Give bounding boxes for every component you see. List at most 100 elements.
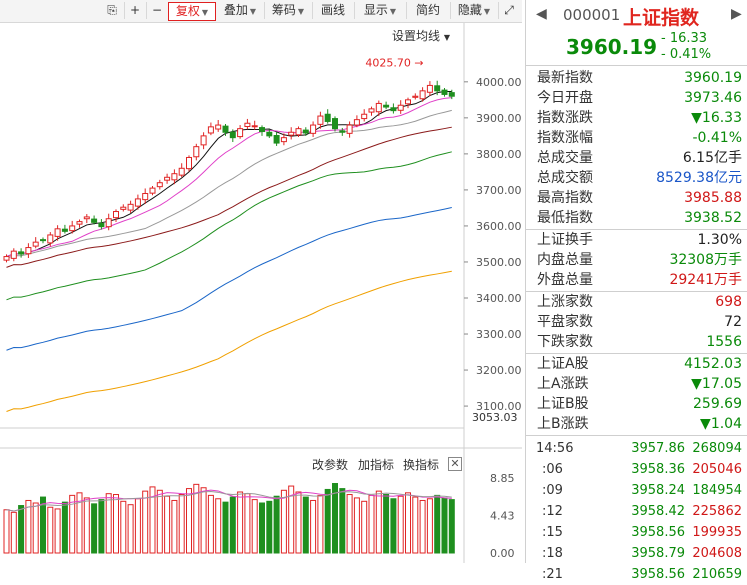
- candle-body: [383, 104, 390, 108]
- candle-body: [368, 108, 375, 113]
- candle-body: [339, 130, 346, 133]
- candle-body: [434, 85, 441, 92]
- fullscreen-icon[interactable]: ⤢: [504, 3, 514, 17]
- stat-label: 平盘家数: [537, 314, 593, 330]
- moving-average-line: [6, 109, 452, 259]
- kline-chart[interactable]: 4025.70 → 4000.00 3900.00 3800.00 3700.00 36…: [0, 23, 522, 563]
- next-icon[interactable]: ▶: [731, 6, 742, 22]
- stat-label: 内盘总量: [537, 252, 593, 268]
- tick-row: 14:56 3957.86 268094: [526, 438, 747, 459]
- candle-body: [134, 198, 141, 207]
- tick-volume: 184954: [692, 483, 742, 498]
- volume-bar: [368, 494, 375, 554]
- y-tick-label: 3400.00: [476, 292, 522, 305]
- toolbar-item-simple[interactable]: 简约: [406, 2, 451, 19]
- restore-icon[interactable]: ⎘: [100, 2, 125, 19]
- stat-label: 上证换手: [537, 232, 593, 248]
- volume-bar: [412, 496, 419, 554]
- candle-body: [332, 118, 338, 130]
- candle-body: [178, 167, 185, 176]
- modify-params-button[interactable]: 改参数: [312, 458, 349, 472]
- volume-average-line: [6, 489, 452, 512]
- candle-body: [237, 128, 244, 138]
- tick-row: :18 3958.79 204608: [526, 543, 747, 564]
- tick-time: :09: [542, 483, 563, 498]
- stat-label: 上涨家数: [537, 294, 593, 310]
- tick-row: :15 3958.56 199935: [526, 522, 747, 543]
- candle-body: [215, 124, 222, 130]
- stat-value: 698: [715, 294, 742, 310]
- switch-indicator-button[interactable]: 换指标: [403, 458, 440, 472]
- volume-bar: [441, 497, 448, 554]
- volume-bar: [419, 499, 426, 554]
- stat-label: 指数涨跌: [537, 110, 593, 126]
- zoom-out-icon[interactable]: −: [146, 2, 169, 19]
- volume-bar: [105, 493, 112, 554]
- divider: [526, 353, 747, 354]
- candle-body: [412, 95, 419, 98]
- volume-bar: [91, 503, 98, 554]
- stat-row: 上B涨跌 ▼1.04: [526, 414, 747, 434]
- stat-row: 指数涨跌 ▼16.33: [526, 108, 747, 128]
- volume-bar: [61, 501, 68, 554]
- stat-label: 外盘总量: [537, 272, 593, 288]
- tick-volume: 204608: [692, 546, 742, 561]
- volume-bar: [200, 487, 207, 554]
- tick-time: :12: [542, 504, 563, 519]
- candle-body: [164, 176, 171, 181]
- candle-body: [229, 131, 236, 139]
- low-value-label: 3053.03: [472, 411, 518, 424]
- candle-body: [273, 135, 280, 144]
- stat-row: 最低指数 3938.52: [526, 208, 747, 228]
- toolbar-item-restore-rights[interactable]: 复权 ▼: [168, 2, 216, 21]
- stat-row: 最新指数 3960.19: [526, 68, 747, 88]
- toolbar-item-hide[interactable]: 隐藏 ▼: [450, 2, 499, 19]
- volume-bar: [448, 499, 455, 554]
- toolbar-item-display[interactable]: 显示 ▼: [354, 2, 407, 19]
- close-icon[interactable]: ✕: [448, 457, 462, 471]
- candle-body: [76, 221, 83, 225]
- volume-bar: [317, 494, 324, 554]
- previous-icon[interactable]: ◀: [536, 6, 547, 22]
- volume-bar: [178, 494, 185, 554]
- candle-body: [105, 218, 112, 228]
- tick-row: :09 3958.24 184954: [526, 480, 747, 501]
- stat-label: 下跌家数: [537, 334, 593, 350]
- stat-row: 外盘总量 29241万手: [526, 270, 747, 290]
- volume-bar: [171, 499, 178, 554]
- candle-body: [266, 131, 273, 137]
- stat-value: 1.30%: [697, 232, 742, 248]
- zoom-in-icon[interactable]: +: [124, 2, 147, 19]
- volume-bar: [266, 500, 273, 554]
- candle-body: [149, 187, 156, 194]
- candle-body: [346, 124, 353, 134]
- toolbar-item-chips[interactable]: 筹码 ▼: [264, 2, 313, 19]
- volume-bar: [383, 494, 390, 554]
- toolbar-item-overlay[interactable]: 叠加 ▼: [216, 2, 265, 19]
- moving-average-line: [6, 97, 452, 258]
- candle-body: [3, 256, 10, 261]
- volume-bar: [186, 488, 192, 554]
- candle-body: [390, 107, 397, 112]
- stat-value: 6.15亿手: [682, 150, 742, 166]
- tick-row: :21 3958.56 210659: [526, 564, 747, 585]
- set-moving-average-button[interactable]: 设置均线 ▼: [392, 29, 450, 43]
- candle-body: [18, 251, 25, 255]
- candle-body: [244, 122, 251, 127]
- toolbar-item-draw[interactable]: 画线: [312, 2, 355, 19]
- y-tick-label: 3300.00: [476, 328, 522, 341]
- tick-volume: 199935: [692, 525, 742, 540]
- candle-body: [54, 228, 61, 237]
- tick-price: 3958.24: [631, 483, 685, 498]
- add-indicator-button[interactable]: 加指标: [358, 458, 395, 472]
- volume-bar: [390, 498, 397, 554]
- volume-bar: [288, 485, 295, 554]
- volume-bar: [134, 498, 141, 554]
- candle-body: [142, 193, 149, 201]
- divider: [526, 435, 747, 436]
- volume-bar: [259, 502, 265, 554]
- candle-body: [288, 131, 295, 136]
- candle-body: [127, 203, 134, 211]
- stat-value: -0.41%: [692, 130, 742, 146]
- stock-code: 000001: [563, 6, 621, 24]
